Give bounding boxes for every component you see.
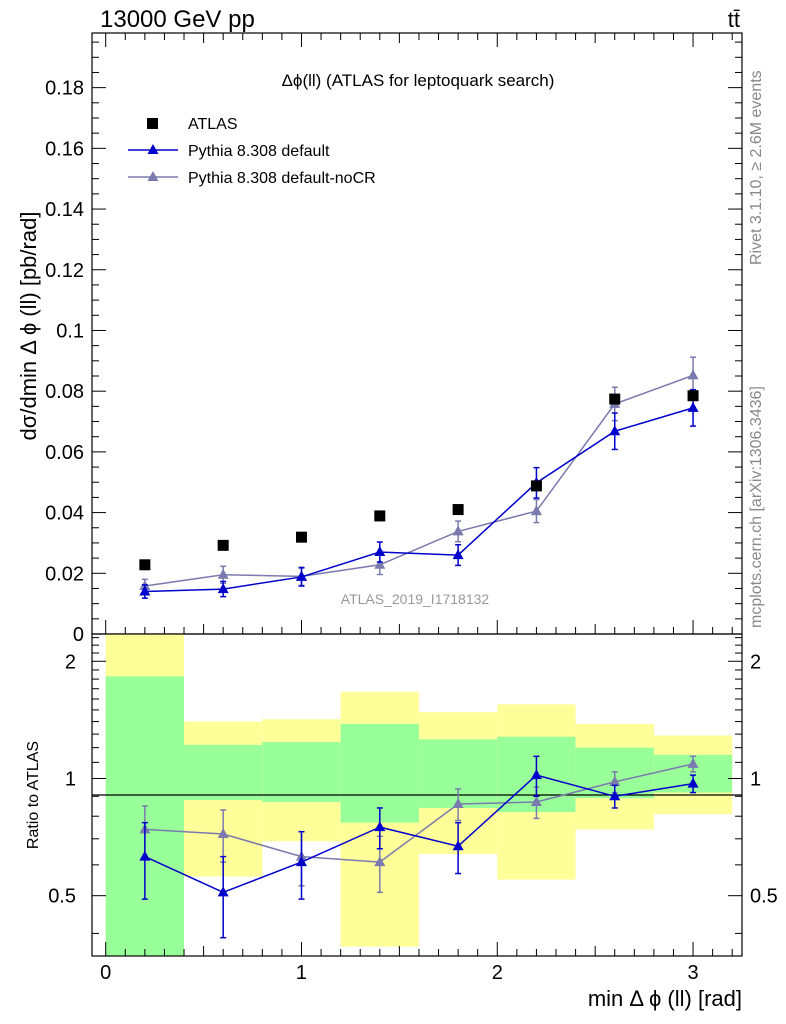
ratio-line-default bbox=[144, 774, 694, 894]
ratio-data-marks bbox=[139, 755, 699, 939]
band-inner-bin bbox=[184, 744, 263, 801]
band-inner-bin bbox=[262, 742, 341, 803]
ratio-y-tick-label-right: 0.5 bbox=[750, 886, 778, 908]
ratio-point-default bbox=[452, 840, 464, 851]
ratio-y-tick-label-right: 1 bbox=[750, 768, 761, 790]
ratio-point-nocr bbox=[217, 828, 229, 839]
x-axis-label: min Δ ϕ (ll) [rad] bbox=[588, 986, 742, 1011]
x-tick-labels: 0 1 2 3 bbox=[100, 962, 698, 984]
x-tick-label: 2 bbox=[492, 962, 503, 984]
main-plot-panel: 0 0.02 0.04 0.06 0.08 0.1 0.12 0.14 0.16 0.18 Δϕ(… bbox=[16, 32, 743, 646]
point-default bbox=[295, 570, 307, 581]
point-default bbox=[217, 583, 229, 594]
ratio-y-tick-label: 2 bbox=[65, 651, 76, 673]
point-default bbox=[374, 546, 386, 557]
ratio-point-default bbox=[295, 856, 307, 867]
point-atlas bbox=[452, 504, 464, 516]
point-default bbox=[609, 425, 621, 436]
top-data-marks bbox=[139, 356, 699, 599]
ratio-point-nocr bbox=[374, 856, 386, 867]
point-atlas bbox=[139, 559, 151, 571]
point-atlas bbox=[374, 510, 386, 522]
mcplots-source-label: mcplots.cern.ch [arXiv:1306.3436] bbox=[748, 386, 765, 628]
point-atlas bbox=[295, 531, 307, 543]
ratio-y-tick-label: 0.5 bbox=[48, 886, 76, 908]
ratio-point-default bbox=[687, 777, 699, 788]
point-default bbox=[452, 549, 464, 560]
top-axis-ticks bbox=[92, 33, 742, 635]
y-tick-label: 0.18 bbox=[45, 78, 84, 100]
process-label: tt̄ bbox=[728, 7, 740, 32]
point-nocr bbox=[217, 568, 229, 579]
point-nocr bbox=[687, 369, 699, 380]
legend-label-atlas: ATLAS bbox=[188, 116, 238, 133]
bottom-plot-frame bbox=[91, 633, 743, 957]
y-tick-label: 0 bbox=[73, 624, 84, 646]
y-tick-label: 0.14 bbox=[45, 199, 84, 221]
point-nocr bbox=[374, 558, 386, 569]
y-tick-label: 0.04 bbox=[45, 503, 84, 525]
ratio-y-tick-label-right: 2 bbox=[750, 651, 761, 673]
ratio-point-default bbox=[217, 886, 229, 897]
ratio-point-nocr bbox=[530, 796, 542, 807]
bottom-y-tick-labels: 0.5 0.5 1 1 2 2 bbox=[48, 651, 778, 907]
point-atlas bbox=[687, 390, 699, 402]
point-default bbox=[139, 585, 151, 596]
bottom-axis-ticks bbox=[92, 637, 742, 956]
ratio-plot-panel: 0.5 0.5 1 1 2 2 0 1 2 3 Ratio to ATLAS min Δ ϕ (… bbox=[25, 633, 778, 1011]
ratio-y-tick-label: 1 bbox=[65, 768, 76, 790]
energy-label: 13000 GeV pp bbox=[100, 6, 255, 33]
point-atlas bbox=[609, 393, 621, 405]
ratio-line-nocr bbox=[144, 763, 694, 863]
top-y-axis-label: dσ/dmin Δ ϕ (ll) [pb/rad] bbox=[16, 212, 41, 441]
point-default bbox=[687, 401, 699, 412]
band-inner-bin bbox=[340, 724, 419, 823]
plot-title: Δϕ(ll) (ATLAS for leptoquark search) bbox=[282, 71, 555, 90]
point-atlas bbox=[217, 539, 229, 551]
legend-marker-default bbox=[147, 144, 159, 154]
x-tick-label: 0 bbox=[100, 962, 111, 984]
rivet-version-label: Rivet 3.1.10, ≥ 2.6M events bbox=[748, 70, 765, 265]
ratio-point-nocr bbox=[687, 757, 699, 768]
top-y-tick-labels: 0 0.02 0.04 0.06 0.08 0.1 0.12 0.14 0.16 0.18 bbox=[45, 78, 84, 646]
y-tick-label: 0.02 bbox=[45, 563, 84, 585]
legend-label-default: Pythia 8.308 default bbox=[188, 143, 330, 160]
ratio-point-nocr bbox=[452, 797, 464, 808]
y-tick-label: 0.16 bbox=[45, 138, 84, 160]
x-tick-label: 3 bbox=[687, 962, 698, 984]
legend-marker-atlas bbox=[147, 118, 158, 129]
ratio-y-axis-label: Ratio to ATLAS bbox=[25, 741, 42, 849]
ratio-point-default bbox=[374, 821, 386, 832]
y-tick-label: 0.08 bbox=[45, 381, 84, 403]
legend: ATLAS Pythia 8.308 default Pythia 8.308 … bbox=[128, 116, 376, 187]
x-tick-label: 1 bbox=[296, 962, 307, 984]
ratio-point-default bbox=[609, 790, 621, 801]
ratio-uncertainty-bands bbox=[105, 634, 733, 956]
point-nocr bbox=[530, 505, 542, 516]
analysis-watermark: ATLAS_2019_I1718132 bbox=[341, 591, 490, 607]
y-tick-label: 0.12 bbox=[45, 260, 84, 282]
legend-marker-nocr bbox=[147, 171, 159, 181]
ratio-point-default bbox=[530, 769, 542, 780]
point-atlas bbox=[530, 480, 542, 492]
legend-label-nocr: Pythia 8.308 default-noCR bbox=[188, 170, 376, 187]
y-tick-label: 0.1 bbox=[56, 320, 84, 342]
ratio-point-nocr bbox=[609, 775, 621, 786]
point-nocr bbox=[452, 525, 464, 536]
ratio-point-default bbox=[139, 850, 151, 861]
series-line-nocr bbox=[144, 374, 694, 587]
y-tick-label: 0.06 bbox=[45, 442, 84, 464]
series-line-default bbox=[144, 407, 694, 593]
